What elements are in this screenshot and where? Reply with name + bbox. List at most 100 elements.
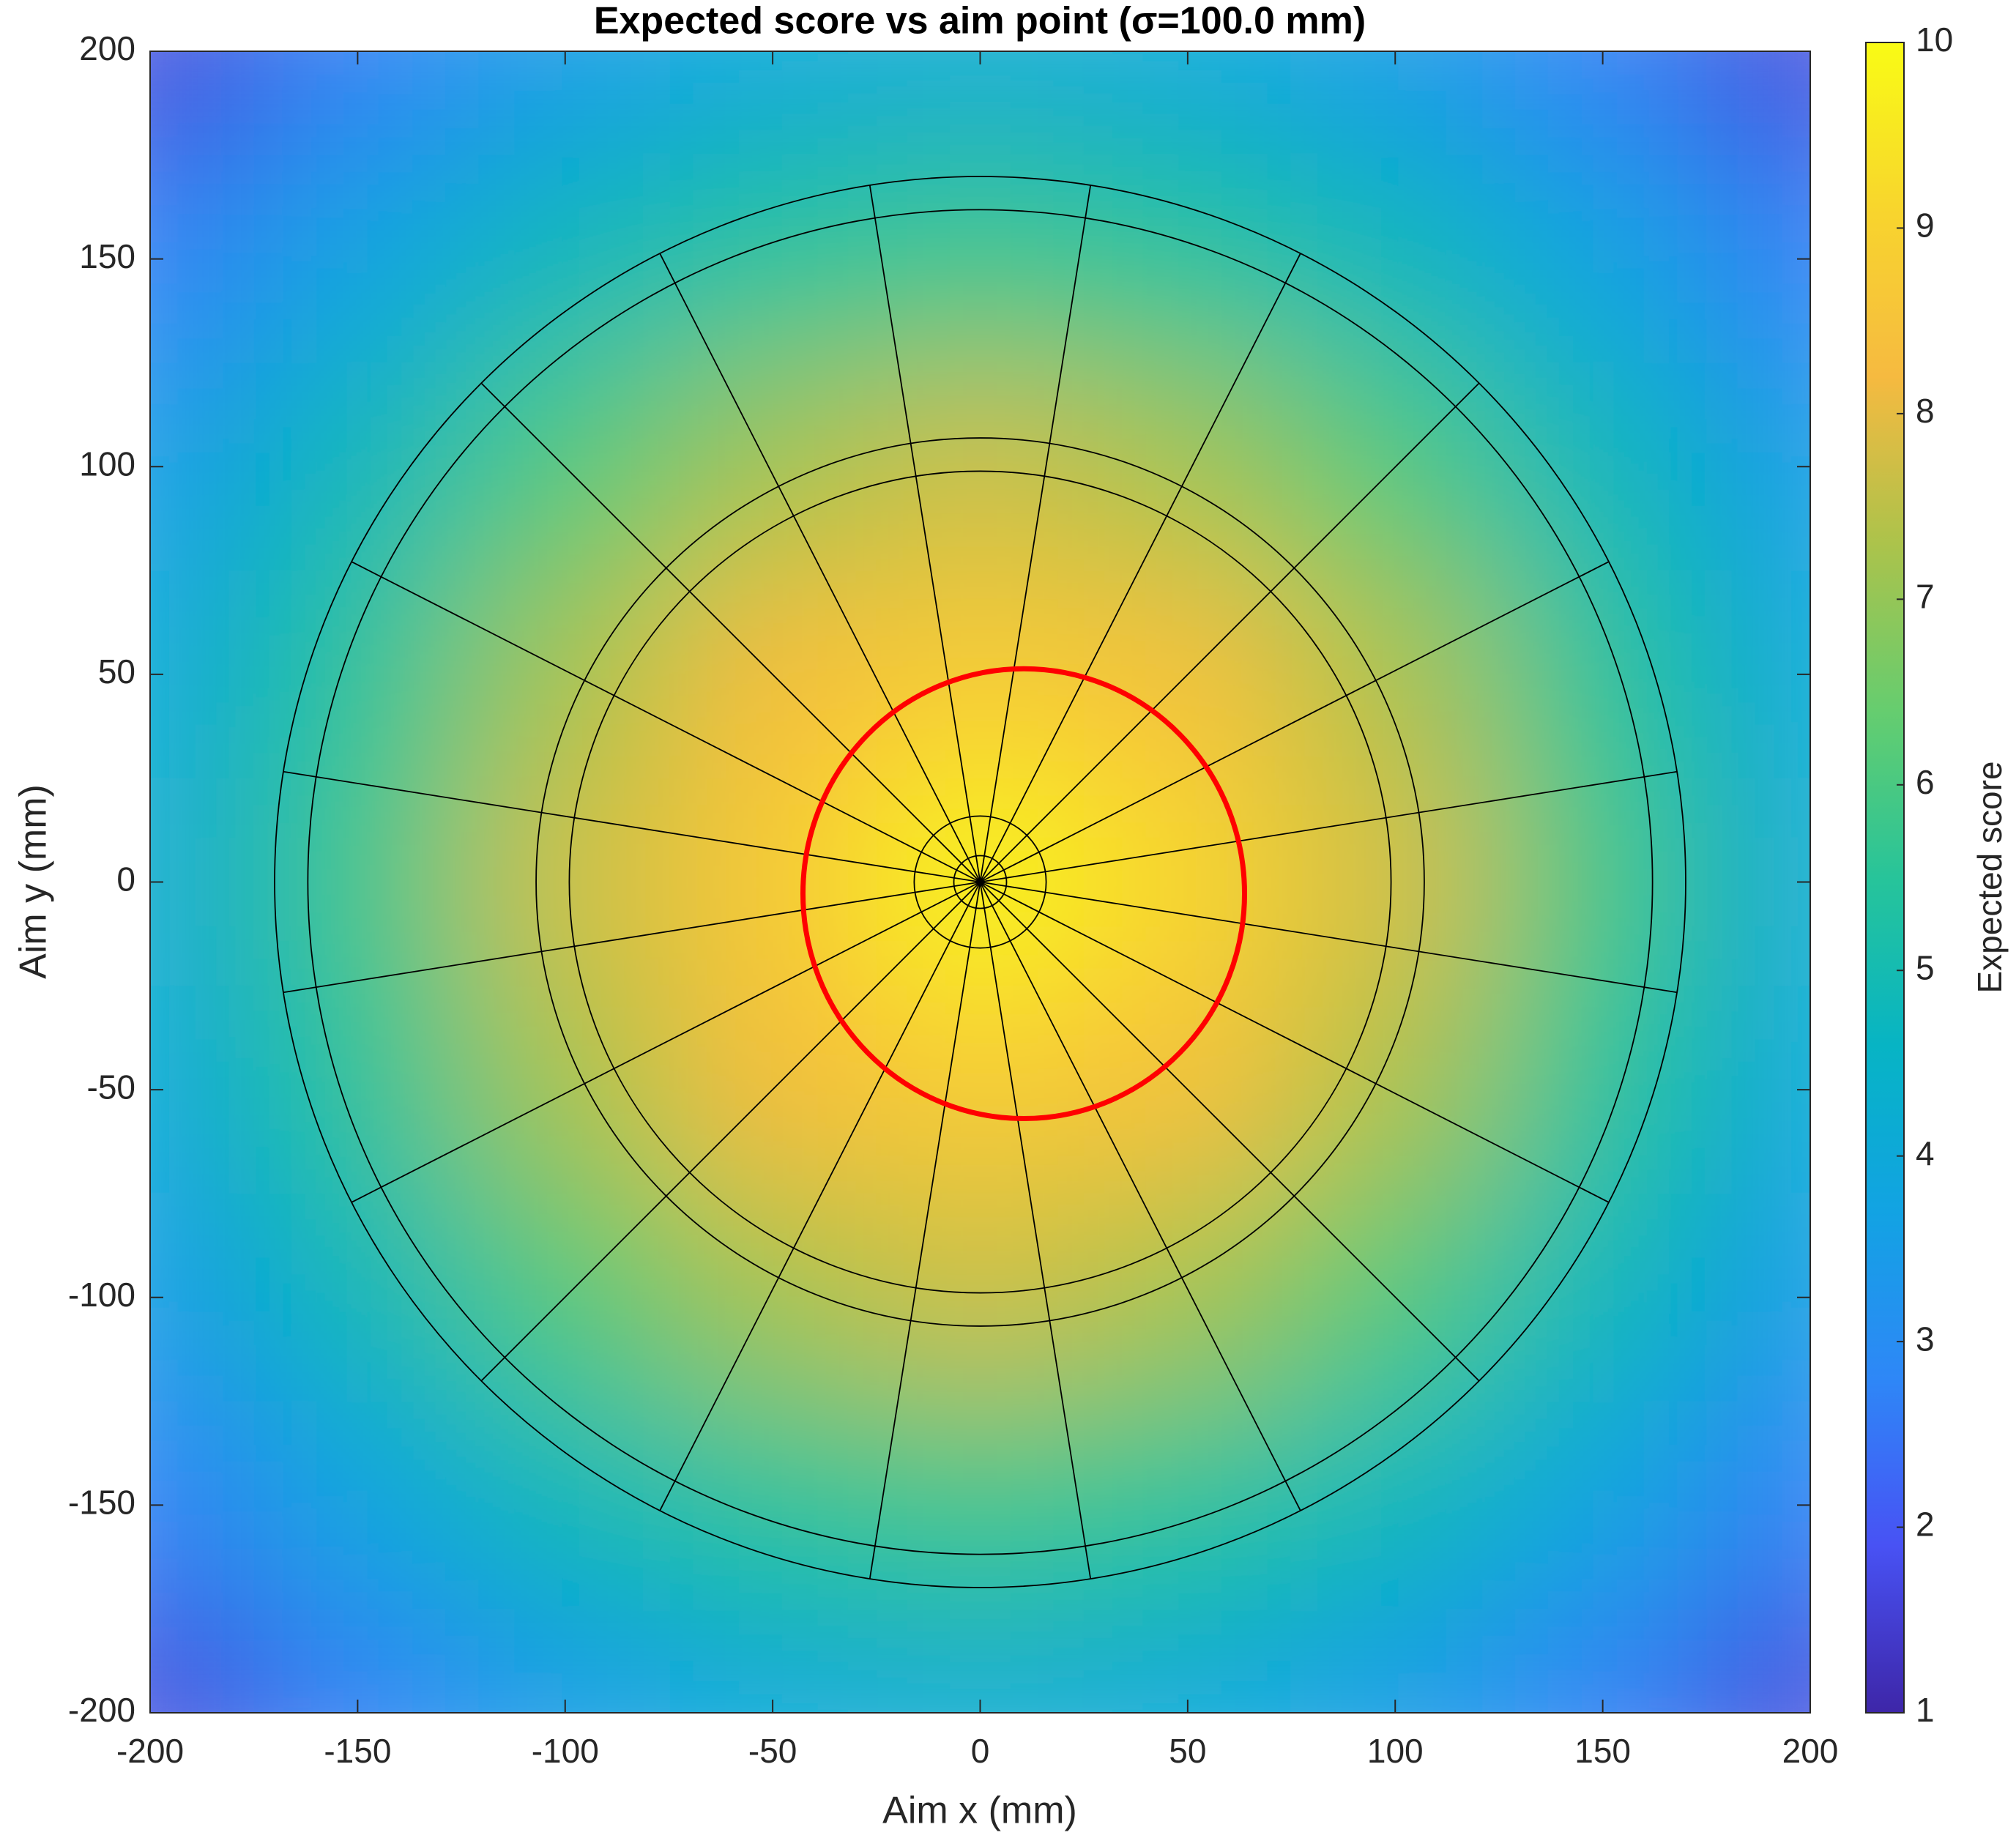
heat-cell bbox=[876, 1401, 1085, 1610]
heat-cell bbox=[1706, 1193, 1810, 1402]
colorbar-tick-label: 9 bbox=[1916, 207, 1935, 245]
colorbar-tick-label: 7 bbox=[1916, 577, 1935, 615]
colorbar-tick-label: 4 bbox=[1916, 1134, 1935, 1172]
heat-cell bbox=[1291, 51, 1500, 156]
x-tick-label: -150 bbox=[324, 1732, 391, 1770]
x-tick-label: 50 bbox=[1169, 1732, 1206, 1770]
heat-cell bbox=[461, 570, 670, 779]
heat-cell bbox=[1706, 986, 1810, 1194]
board-spoke bbox=[351, 881, 981, 1203]
board-spoke bbox=[979, 253, 1301, 882]
heat-cell bbox=[461, 1401, 670, 1610]
colorbar-tick-label: 3 bbox=[1916, 1320, 1935, 1358]
colorbar-tick-label: 1 bbox=[1916, 1691, 1935, 1729]
heat-cell bbox=[876, 155, 1085, 364]
x-tick-label: -100 bbox=[532, 1732, 599, 1770]
board-spoke bbox=[351, 561, 981, 883]
x-tick-label: -200 bbox=[116, 1732, 184, 1770]
board-spoke bbox=[979, 882, 1092, 1580]
heat-cell bbox=[253, 51, 463, 156]
colorbar bbox=[1865, 42, 1905, 1714]
overlay: -200 -150 -100 -50 0 50 100 150 200-200-150-100-… bbox=[68, 21, 1953, 1770]
heat-cell bbox=[150, 1193, 255, 1402]
y-tick-label: 50 bbox=[98, 652, 135, 691]
heat-cell bbox=[253, 1193, 463, 1402]
heat-cell bbox=[669, 362, 877, 572]
board-spoke bbox=[868, 882, 981, 1580]
heat-cell bbox=[253, 155, 463, 364]
heat-cell bbox=[1498, 1609, 1708, 1713]
board-spoke bbox=[980, 881, 1610, 1203]
heat-cell bbox=[1084, 362, 1292, 572]
heat-cell bbox=[669, 1609, 877, 1713]
heat-cell bbox=[461, 986, 670, 1194]
heat-cell bbox=[1498, 1193, 1708, 1402]
heat-cell bbox=[1291, 570, 1500, 779]
heat-cell bbox=[1291, 986, 1500, 1194]
colorbar-tick-label: 5 bbox=[1916, 948, 1935, 986]
board-ring bbox=[535, 437, 1425, 1327]
board-spoke bbox=[283, 770, 981, 883]
board-spoke bbox=[659, 253, 981, 882]
board-spoke bbox=[979, 382, 1480, 883]
board-spoke bbox=[979, 185, 1092, 882]
y-tick-label: -100 bbox=[68, 1276, 135, 1314]
y-tick-label: 100 bbox=[79, 444, 135, 483]
heat-cell bbox=[1084, 778, 1292, 987]
heat-cell bbox=[461, 1193, 670, 1402]
heat-cell bbox=[1498, 362, 1708, 572]
board-ring bbox=[568, 470, 1392, 1294]
board-spoke bbox=[868, 185, 981, 882]
heat-cell bbox=[150, 362, 255, 572]
x-tick-label: -50 bbox=[748, 1732, 797, 1770]
heat-cell bbox=[1706, 51, 1810, 156]
board-ring bbox=[274, 176, 1686, 1588]
heat-cell bbox=[876, 1193, 1085, 1402]
heat-cell bbox=[1291, 1401, 1500, 1610]
board-spoke bbox=[979, 882, 1301, 1511]
x-tick-label: 150 bbox=[1574, 1732, 1631, 1770]
heat-cell bbox=[253, 1609, 463, 1713]
heat-cell bbox=[669, 1401, 877, 1610]
heat-cell bbox=[669, 51, 877, 156]
heat-cell bbox=[150, 1401, 255, 1610]
dartboard bbox=[274, 176, 1686, 1588]
contour bbox=[800, 666, 1248, 1122]
heat-cell bbox=[1498, 778, 1708, 987]
heat-cell bbox=[150, 570, 255, 779]
heat-cell bbox=[150, 155, 255, 364]
heat-cell bbox=[1706, 362, 1810, 572]
colorbar-tick-label: 2 bbox=[1916, 1506, 1935, 1544]
board-spoke bbox=[480, 881, 981, 1382]
board-spoke bbox=[659, 882, 981, 1511]
board-spoke bbox=[979, 881, 1480, 1382]
chart-title: Expected score vs aim point (σ=100.0 mm) bbox=[594, 0, 1366, 42]
heat-cell bbox=[1084, 1193, 1292, 1402]
heat-cell bbox=[253, 986, 463, 1194]
heat-cell bbox=[461, 778, 670, 987]
x-tick-label: 0 bbox=[971, 1732, 990, 1770]
board-ring bbox=[307, 209, 1654, 1555]
heat-cell bbox=[876, 362, 1085, 572]
heat-cell bbox=[150, 986, 255, 1194]
heat-cell bbox=[1498, 155, 1708, 364]
heat-cell bbox=[1498, 986, 1708, 1194]
heat-cell bbox=[1706, 1401, 1810, 1610]
y-tick-label: 0 bbox=[116, 860, 135, 898]
heat-cell bbox=[1706, 570, 1810, 779]
heat-cell bbox=[1706, 778, 1810, 987]
x-axis-label: Aim x (mm) bbox=[882, 1790, 1077, 1832]
x-tick-label: 100 bbox=[1367, 1732, 1424, 1770]
heat-cell bbox=[461, 1609, 670, 1713]
heat-cell bbox=[1498, 1401, 1708, 1610]
board-spoke bbox=[980, 770, 1678, 883]
heat-cell bbox=[669, 1193, 877, 1402]
y-tick-label: 150 bbox=[79, 237, 135, 275]
colorbar-label: Expected score bbox=[1971, 761, 2009, 993]
heat-cell bbox=[1498, 51, 1708, 156]
y-axis-label: Aim y (mm) bbox=[12, 784, 55, 979]
heat-cell bbox=[1084, 1401, 1292, 1610]
y-tick-label: 200 bbox=[79, 29, 135, 67]
